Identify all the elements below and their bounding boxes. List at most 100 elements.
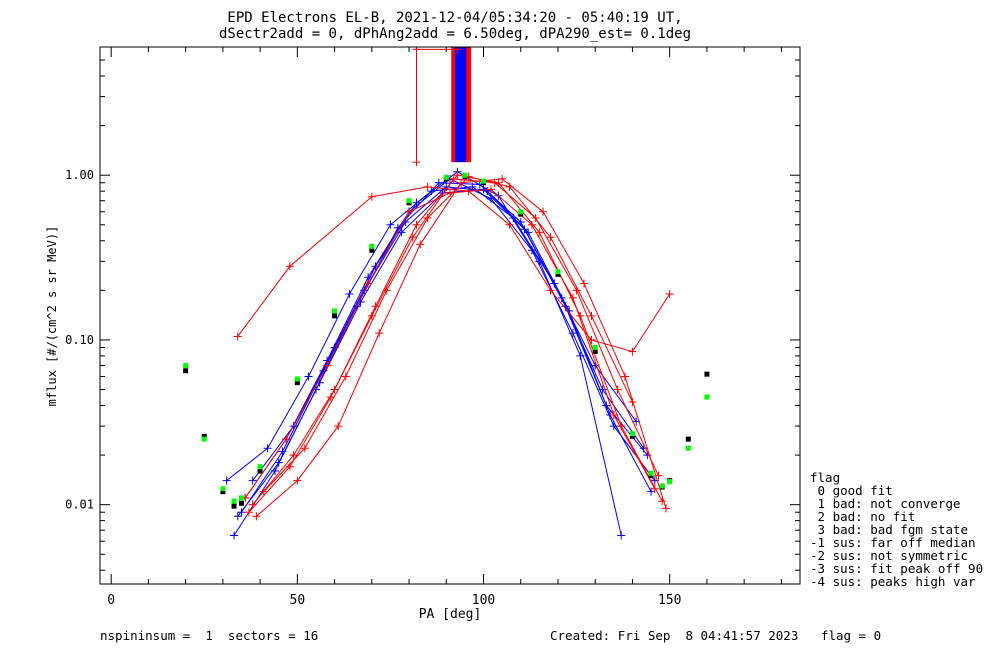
series-point bbox=[412, 220, 421, 229]
series-point bbox=[648, 470, 654, 476]
series-point bbox=[345, 290, 354, 299]
series-point bbox=[505, 220, 514, 229]
series-point bbox=[568, 293, 577, 302]
series-point bbox=[587, 311, 596, 320]
series-line bbox=[241, 186, 652, 513]
series-line bbox=[252, 171, 622, 536]
series-point bbox=[405, 207, 414, 216]
series-point bbox=[319, 366, 328, 375]
series-point bbox=[423, 213, 432, 222]
series-point bbox=[293, 476, 302, 485]
series-point bbox=[505, 182, 514, 191]
series-point bbox=[386, 220, 395, 229]
series-point bbox=[406, 198, 412, 204]
legend-item: -3 sus: fit peak off 90 bbox=[810, 561, 983, 576]
series-point bbox=[341, 372, 350, 381]
series-point bbox=[231, 503, 237, 509]
series-point bbox=[629, 431, 635, 437]
series-point bbox=[294, 376, 300, 382]
series-point bbox=[332, 308, 338, 314]
series-point bbox=[628, 398, 637, 407]
series-point bbox=[592, 344, 598, 350]
series-point bbox=[330, 385, 339, 394]
series-point bbox=[639, 444, 648, 453]
series-point bbox=[375, 329, 384, 338]
series-point bbox=[183, 362, 189, 368]
series-point bbox=[462, 172, 468, 178]
footer-spin-info: nspininsum = 1 sectors = 16 bbox=[100, 628, 318, 643]
series-point bbox=[535, 257, 544, 266]
series-point bbox=[550, 279, 559, 288]
series-point bbox=[613, 385, 622, 394]
series-point bbox=[665, 290, 674, 299]
series-point bbox=[323, 361, 332, 370]
series-point bbox=[667, 479, 673, 485]
x-axis: 0 50 100 150 bbox=[107, 47, 782, 608]
series-point bbox=[629, 433, 635, 439]
series-point bbox=[369, 247, 375, 253]
series-point bbox=[294, 380, 300, 386]
series-group bbox=[183, 47, 710, 540]
series-point bbox=[233, 332, 242, 341]
series-point bbox=[555, 271, 561, 277]
series-point bbox=[685, 436, 691, 442]
legend-item: -2 sus: not symmetric bbox=[810, 548, 968, 563]
chart-title-line2: dSectr2add = 0, dPhAng2add = 6.50deg, dP… bbox=[219, 26, 691, 42]
series-point bbox=[539, 207, 548, 216]
x-tick-label: 100 bbox=[472, 593, 495, 608]
series-point bbox=[285, 262, 294, 271]
series-line bbox=[252, 174, 663, 505]
chart-title-line1: EPD Electrons EL-B, 2021-12-04/05:34:20 … bbox=[227, 10, 682, 26]
series-point bbox=[259, 487, 268, 496]
series-point bbox=[278, 447, 287, 456]
series-point bbox=[332, 313, 338, 319]
series-point bbox=[580, 279, 589, 288]
series-point bbox=[546, 233, 555, 242]
series-point bbox=[334, 422, 343, 431]
series-point bbox=[617, 531, 626, 540]
series-point bbox=[486, 185, 495, 194]
y-tick-label: 0.01 bbox=[65, 498, 94, 512]
x-tick-label: 50 bbox=[290, 593, 306, 608]
series-point bbox=[201, 436, 207, 442]
series-point bbox=[555, 269, 561, 275]
series-line bbox=[237, 186, 671, 353]
series-point bbox=[382, 286, 391, 295]
series-point bbox=[423, 182, 432, 191]
x-tick-label: 150 bbox=[658, 593, 681, 608]
series-point bbox=[527, 220, 536, 229]
series-point bbox=[271, 467, 279, 476]
series-point bbox=[220, 489, 226, 495]
legend-title: flag bbox=[810, 470, 840, 485]
series-point bbox=[481, 178, 487, 184]
series-point bbox=[531, 213, 540, 222]
series-point bbox=[412, 47, 421, 54]
series-point bbox=[518, 209, 524, 215]
series-line bbox=[263, 176, 633, 492]
series-point bbox=[457, 178, 466, 187]
plot-area bbox=[183, 47, 710, 540]
legend-item: -4 sus: peaks high var bbox=[810, 574, 976, 589]
y-axis: 0.01 0.10 1.00 bbox=[65, 46, 800, 571]
series-point bbox=[659, 483, 665, 489]
series-point bbox=[453, 47, 462, 54]
legend-item: 2 bad: no fit bbox=[810, 509, 915, 524]
x-tick-label: 0 bbox=[107, 593, 115, 608]
series-point bbox=[546, 286, 555, 295]
series-point bbox=[443, 174, 449, 180]
series-line bbox=[256, 178, 667, 517]
y-tick-label: 1.00 bbox=[65, 168, 94, 182]
series-line bbox=[244, 178, 656, 499]
series-point bbox=[494, 178, 503, 187]
y-tick-label: 0.10 bbox=[65, 333, 94, 347]
series-point bbox=[257, 468, 263, 474]
flag-legend: flag 0 good fit 1 bad: not converge 2 ba… bbox=[810, 470, 983, 589]
series-point bbox=[304, 372, 313, 381]
series-point bbox=[412, 158, 421, 167]
series-point bbox=[453, 171, 462, 180]
series-point bbox=[685, 445, 691, 451]
legend-item: 1 bad: not converge bbox=[810, 496, 961, 511]
series-point bbox=[446, 188, 454, 197]
series-point bbox=[621, 372, 629, 381]
